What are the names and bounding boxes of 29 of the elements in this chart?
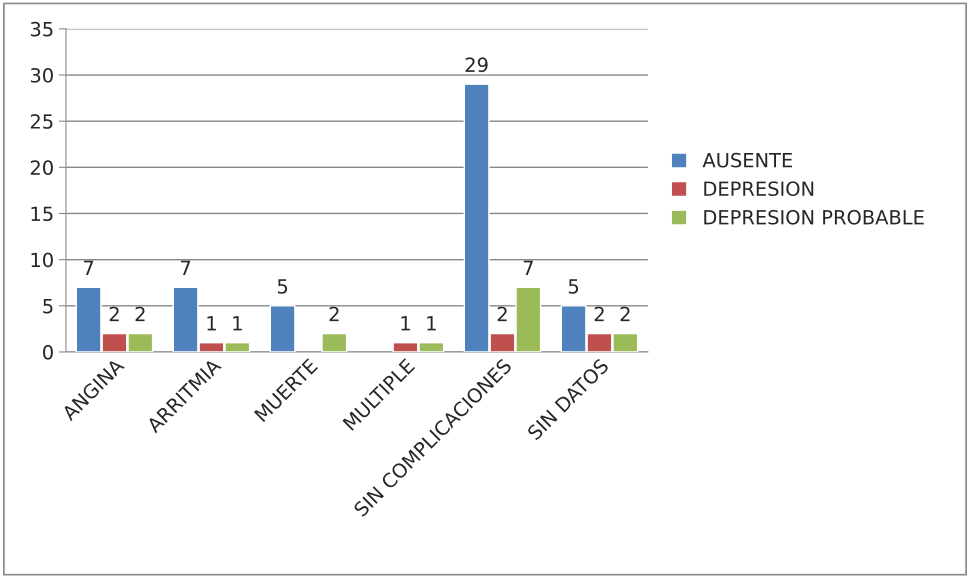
y-tick-label: 10 (32, 252, 53, 268)
data-label: 2 (594, 306, 604, 322)
data-label: 5 (278, 279, 288, 294)
legend-label: DEPRESION PROBABLE (704, 210, 924, 225)
data-label: 7 (524, 260, 533, 275)
data-label: 1 (207, 316, 216, 330)
data-label: 2 (620, 306, 630, 322)
y-tick-label: 35 (30, 22, 52, 37)
bar (321, 332, 348, 352)
y-tick-label: 25 (30, 114, 52, 129)
data-label: 1 (401, 316, 410, 330)
y-tick-label: 15 (32, 206, 52, 222)
legend-label: DEPRESION (704, 181, 814, 196)
data-label: 7 (181, 260, 190, 275)
data-label: 1 (427, 316, 436, 330)
data-label: 5 (568, 279, 578, 294)
legend-label: AUSENTE (702, 152, 792, 168)
data-label: 29 (466, 57, 488, 72)
data-label: 2 (498, 306, 507, 322)
y-tick-label: 20 (30, 160, 53, 175)
y-tick-label: 30 (30, 68, 53, 83)
data-label: 2 (110, 306, 119, 322)
y-tick-label: 5 (43, 299, 52, 314)
data-label: 7 (84, 260, 94, 275)
data-label: 1 (233, 316, 242, 330)
y-tick-label: 0 (43, 344, 53, 360)
bar (270, 305, 296, 352)
data-label: 2 (136, 306, 145, 322)
data-label: 2 (330, 306, 339, 322)
